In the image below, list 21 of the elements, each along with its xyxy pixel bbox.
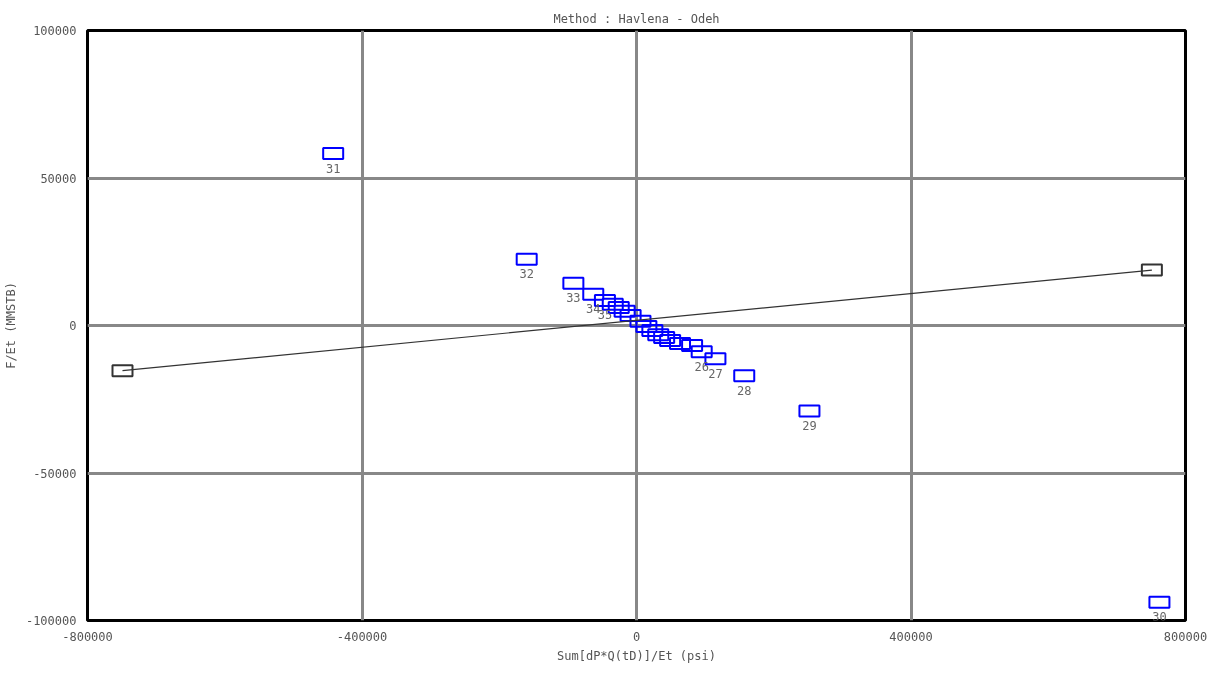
- annotation: 33: [566, 291, 581, 306]
- y-tick-label: 0: [69, 319, 77, 333]
- annotation: 34: [586, 302, 601, 317]
- annotation: 26: [694, 359, 709, 374]
- x-tick-label: -800000: [62, 629, 113, 644]
- x-tick-label: -400000: [336, 629, 388, 644]
- y-tick-label: 50000: [40, 171, 77, 186]
- y-tick-label: 100000: [33, 24, 77, 38]
- y-tick-label: -100000: [25, 614, 77, 628]
- chart-title: Method : Havlena - Odeh: [553, 11, 720, 26]
- x-tick-label: 0: [632, 629, 641, 644]
- annotation: 31: [325, 161, 341, 176]
- annotation: 27: [708, 366, 723, 381]
- x-tick-label: 800000: [1163, 629, 1208, 644]
- annotation: 28: [737, 383, 752, 398]
- y-axis-title: F/Et (MMSTB): [3, 282, 18, 369]
- x-tick-label: 400000: [889, 629, 933, 644]
- annotation: 32: [519, 267, 534, 282]
- x-axis-title: Sum[dP*Q(tD)]/Et (psi): [557, 648, 716, 663]
- y-tick-label: -50000: [33, 466, 77, 481]
- annotation: 29: [802, 419, 817, 434]
